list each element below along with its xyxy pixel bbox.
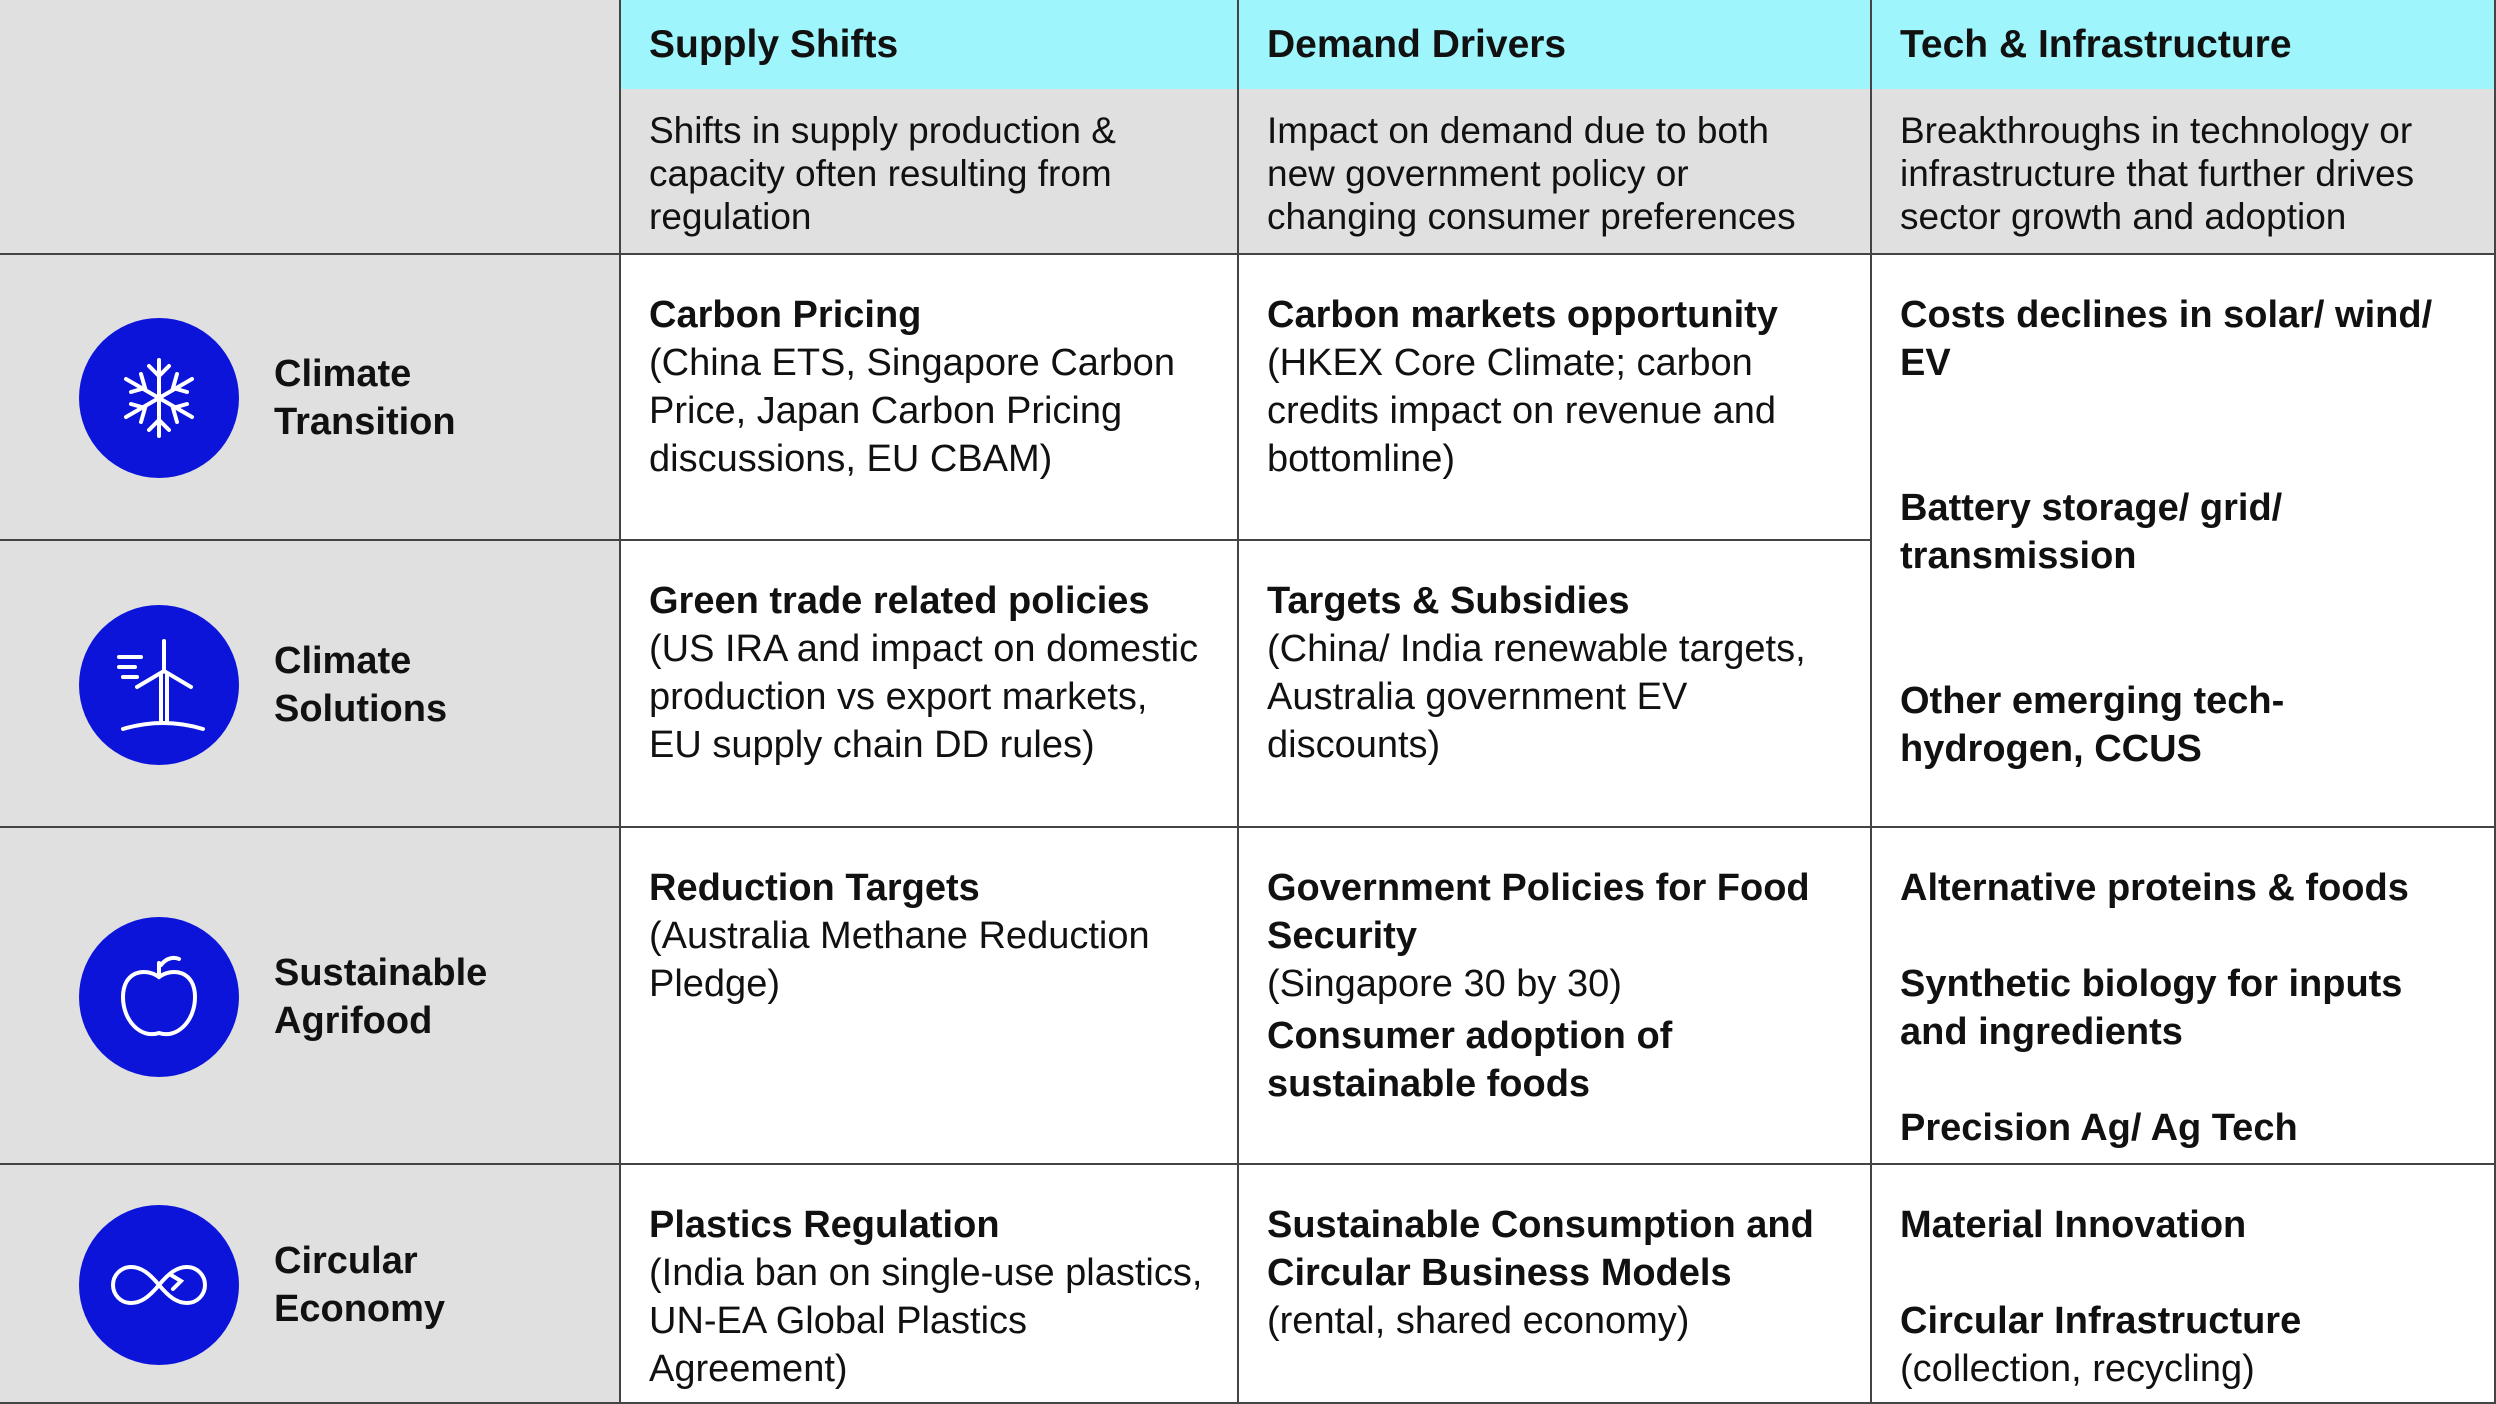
icon — [79, 916, 239, 1077]
item-title: Other emerging tech- hydrogen, CCUS — [1900, 680, 2285, 770]
item-title: Material Innovation — [1900, 1204, 2247, 1246]
row-label: Climate Solutions — [274, 639, 448, 730]
item-title: Circular Infrastructure — [1900, 1300, 2302, 1342]
cell-item: Material Innovation — [1900, 1201, 2466, 1249]
cell-item: Plastics Regulation (India ban on single-… — [649, 1201, 1209, 1393]
cell-item: Reduction Targets (Australia Methane Redu… — [649, 864, 1209, 1008]
item-title: Targets & Subsidies — [1267, 580, 1630, 622]
item-detail: (China ETS, Singapore Carbon Price, Japa… — [649, 342, 1175, 480]
item-detail: (Australia Methane Reduction Pledge) — [649, 915, 1150, 1005]
table-cell: Sustainable Consumption and Circular Bus… — [1239, 1165, 1872, 1404]
item-detail: (HKEX Core Climate; carbon credits impac… — [1267, 342, 1777, 480]
row-header: Climate Transition — [0, 255, 621, 541]
column-description: Breakthroughs in technology or infrastru… — [1872, 89, 2496, 255]
cell-item: Carbon markets opportunity (HKEX Core Cli… — [1267, 291, 1842, 483]
item-title: Precision Ag/ Ag Tech — [1900, 1107, 2298, 1149]
row-icon — [79, 318, 239, 478]
table-cell: Costs declines in solar/ wind/ EV Battery… — [1872, 255, 2496, 828]
item-title: Consumer adoption of sustainable foods — [1267, 1015, 1673, 1105]
cell-item: Sustainable Consumption and Circular Bus… — [1267, 1201, 1842, 1345]
corner — [0, 0, 621, 255]
cell-item: Alternative proteins & foods — [1900, 864, 2466, 912]
table-cell: Green trade related policies (US IRA and … — [621, 541, 1239, 828]
icon — [79, 604, 239, 765]
cell-item: Carbon Pricing (China ETS, Singapore Carb… — [649, 291, 1209, 483]
cell-item: Battery storage/ grid/ transmission — [1900, 484, 2466, 580]
table-cell: Alternative proteins & foods Synthetic bi… — [1872, 828, 2496, 1165]
row-label: Climate Transition — [274, 353, 456, 443]
table-cell: Reduction Targets (Australia Methane Redu… — [621, 828, 1239, 1165]
cell-item: Green trade related policies (US IRA and … — [649, 577, 1209, 769]
row-icon — [79, 604, 239, 765]
row-label: Circular Economy — [274, 1239, 446, 1330]
table-cell: Material Innovation Circular Infrastructu… — [1872, 1165, 2496, 1404]
cell-item: Precision Ag/ Ag Tech — [1900, 1104, 2466, 1152]
table-cell: Carbon markets opportunity (HKEX Core Cli… — [1239, 255, 1872, 541]
column-header: Supply Shifts — [621, 0, 1239, 89]
icon — [79, 318, 239, 478]
table-cell: Targets & Subsidies (China/ India renewab… — [1239, 541, 1872, 828]
cell-item: Targets & Subsidies (China/ India renewab… — [1267, 577, 1842, 769]
row-icon — [79, 916, 239, 1077]
column-description: Shifts in supply production & capacity o… — [621, 89, 1239, 255]
item-title: Plastics Regulation — [649, 1204, 1000, 1246]
item-title: Costs declines in solar/ wind/ EV — [1900, 294, 2433, 384]
row-icon — [79, 1204, 239, 1365]
item-title: Synthetic biology for inputs and ingredi… — [1900, 963, 2403, 1053]
item-detail: (India ban on single-use plastics, UN-EA… — [649, 1252, 1203, 1390]
row-header: Sustainable Agrifood — [0, 828, 621, 1165]
item-title: Alternative proteins & foods — [1900, 867, 2409, 909]
item-title: Government Policies for Food Security — [1267, 867, 1810, 957]
cell-item: Consumer adoption of sustainable foods — [1267, 1012, 1842, 1108]
item-detail: (US IRA and impact on domestic productio… — [649, 628, 1199, 766]
item-title: Carbon markets opportunity — [1267, 294, 1778, 336]
item-title: Carbon Pricing — [649, 294, 922, 336]
row-label: Sustainable Agrifood — [274, 951, 488, 1042]
cell-item: Costs declines in solar/ wind/ EV — [1900, 291, 2466, 387]
table-cell: Plastics Regulation (India ban on single-… — [621, 1165, 1239, 1404]
table-cell: Carbon Pricing (China ETS, Singapore Carb… — [621, 255, 1239, 541]
cell-item: Synthetic biology for inputs and ingredi… — [1900, 960, 2466, 1056]
cell-item: Other emerging tech- hydrogen, CCUS — [1900, 677, 2466, 773]
row-header: Climate Solutions — [0, 541, 621, 828]
item-detail: (China/ India renewable targets, Austral… — [1267, 628, 1806, 766]
cell-item: Circular Infrastructure (collection, recy… — [1900, 1297, 2466, 1393]
item-title: Sustainable Consumption and Circular Bus… — [1267, 1204, 1814, 1294]
icon — [79, 1204, 239, 1365]
item-title: Battery storage/ grid/ transmission — [1900, 487, 2283, 577]
table-cell: Government Policies for Food Security (Si… — [1239, 828, 1872, 1165]
item-detail: (collection, recycling) — [1900, 1348, 2255, 1390]
item-detail: (rental, shared economy) — [1267, 1300, 1690, 1342]
row-header: Circular Economy — [0, 1165, 621, 1404]
item-title: Green trade related policies — [649, 580, 1150, 622]
column-header: Tech & Infrastructure — [1872, 0, 2496, 89]
column-header: Demand Drivers — [1239, 0, 1872, 89]
item-title: Reduction Targets — [649, 867, 980, 909]
column-description: Impact on demand due to both new governm… — [1239, 89, 1872, 255]
cell-item: Government Policies for Food Security (Si… — [1267, 864, 1842, 1008]
item-detail: (Singapore 30 by 30) — [1267, 963, 1622, 1005]
